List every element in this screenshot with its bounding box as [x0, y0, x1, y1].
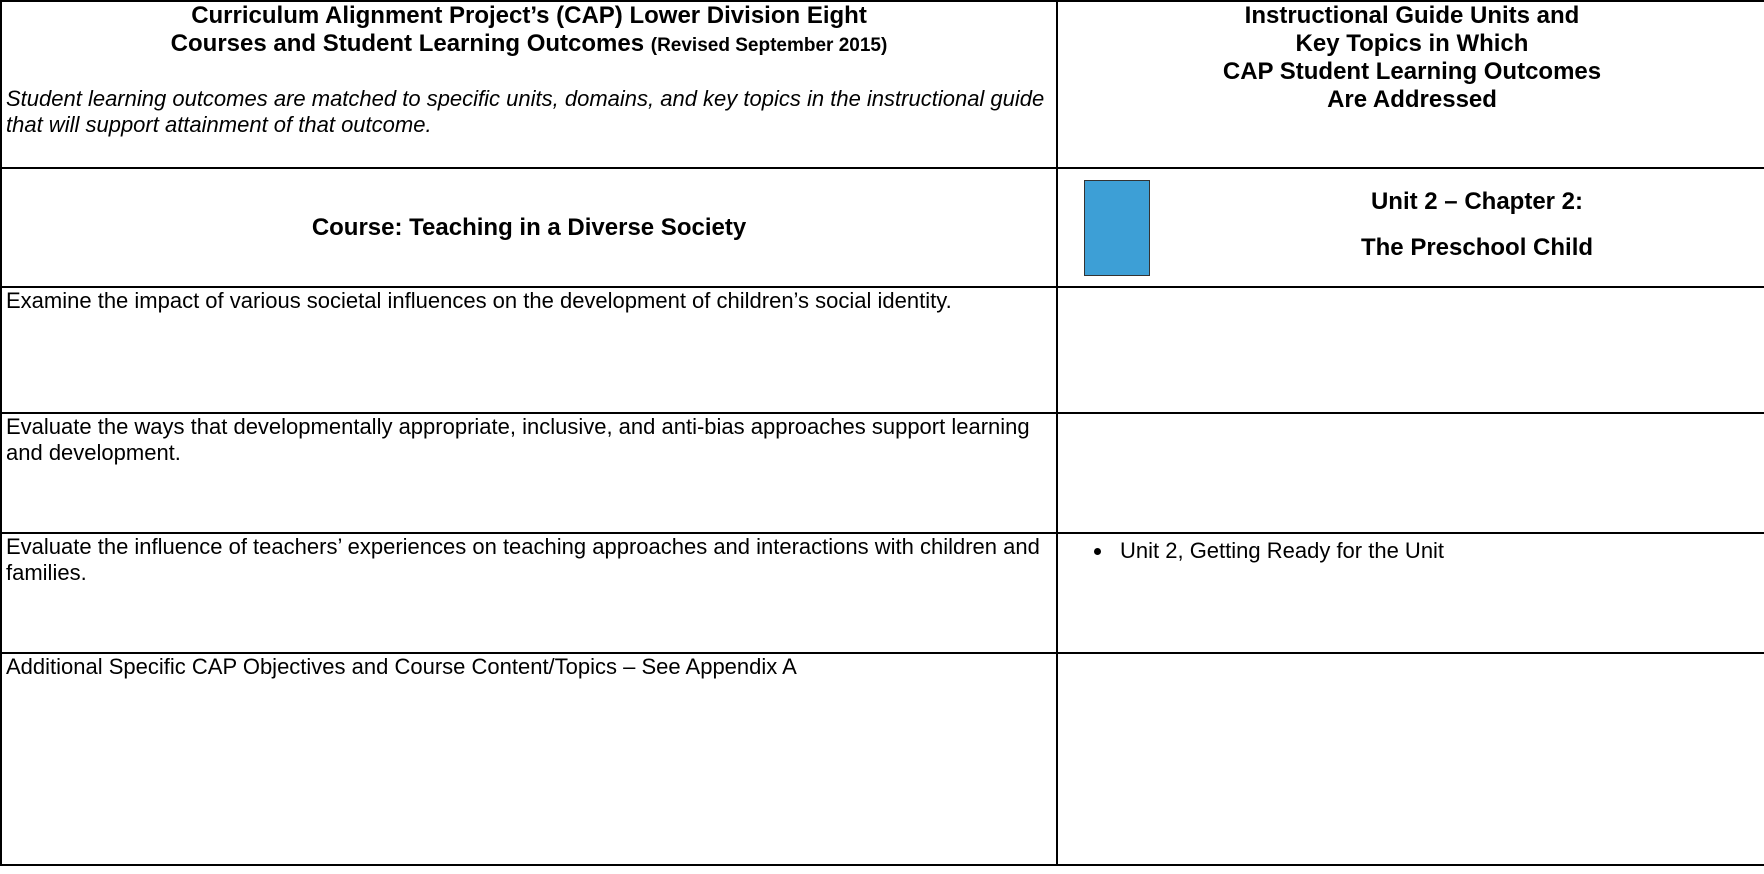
title-line: Curriculum Alignment Project’s (CAP) Low… [191, 2, 867, 29]
title-line: Courses and Student Learning Outcomes [170, 30, 645, 57]
row: Evaluate the ways that developmentally a… [0, 412, 1764, 534]
unit-title: Unit 2 – Chapter 2: The Preschool Child [1192, 169, 1762, 271]
topics-cell [1056, 412, 1764, 534]
title-line: CAP Student Learning Outcomes [1222, 58, 1602, 85]
topic-list: Unit 2, Getting Ready for the Unit [1062, 538, 1762, 564]
topics-cell [1056, 286, 1764, 414]
title-note: (Revised September 2015) [650, 35, 888, 56]
title-line: Instructional Guide Units and [1244, 2, 1580, 29]
outcome: Examine the impact of various societal i… [0, 286, 1058, 414]
header-title: Instructional Guide Units and Key Topics … [1062, 2, 1762, 114]
unit-line: Unit 2 – Chapter 2: [1370, 188, 1584, 215]
outcome: Additional Specific CAP Objectives and C… [0, 652, 1058, 866]
title-line: Are Addressed [1327, 86, 1497, 113]
header-left: Curriculum Alignment Project’s (CAP) Low… [0, 0, 1058, 169]
book-cover [1084, 180, 1150, 276]
unit-cell: Unit 2 – Chapter 2: The Preschool Child [1056, 167, 1764, 288]
outcome: Evaluate the ways that developmentally a… [0, 412, 1058, 534]
unit-line: The Preschool Child [1360, 234, 1594, 261]
row: Examine the impact of various societal i… [0, 286, 1764, 414]
course-cell: Course: Teaching in a Diverse Society [0, 167, 1058, 288]
topic: Unit 2, Getting Ready for the Unit [1114, 538, 1762, 564]
row: Additional Specific CAP Objectives and C… [0, 652, 1764, 866]
title-line: Key Topics in Which [1295, 30, 1529, 57]
header-title: Curriculum Alignment Project’s (CAP) Low… [6, 2, 1052, 60]
topics-cell: Unit 2, Getting Ready for the Unit [1056, 532, 1764, 654]
header-right: Instructional Guide Units and Key Topics … [1056, 0, 1764, 169]
outcome: Evaluate the influence of teachers’ expe… [0, 532, 1058, 654]
row: Evaluate the influence of teachers’ expe… [0, 532, 1764, 654]
topics-cell [1056, 652, 1764, 866]
rows: Examine the impact of various societal i… [0, 286, 1764, 866]
intro: Student learning outcomes are matched to… [6, 86, 1045, 137]
